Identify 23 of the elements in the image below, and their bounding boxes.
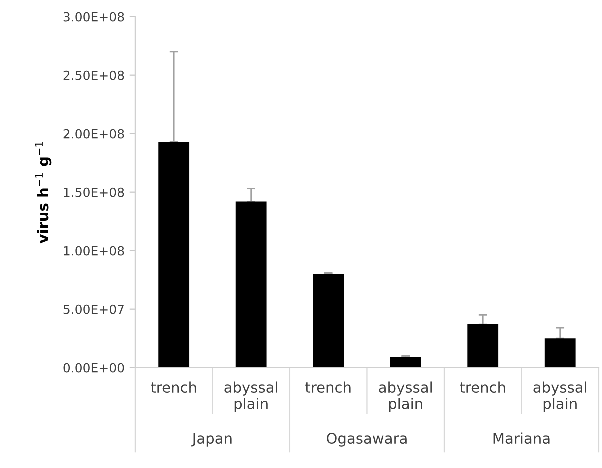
- x-tick-label: abyssal plain: [379, 382, 432, 412]
- y-tick-label: 2.50E+08: [64, 70, 124, 80]
- y-axis-title: virus h$^{−1}$ g$^{−1}$: [35, 142, 52, 244]
- y-tick-label: 1.00E+08: [64, 246, 124, 256]
- x-tick-label: abyssal plain: [534, 382, 586, 412]
- bar: [158, 142, 190, 368]
- text: Mariana: [494, 432, 550, 444]
- bar: [313, 274, 344, 368]
- x-tick-label: trench: [306, 382, 351, 394]
- bar: [236, 202, 267, 368]
- y-tick-label: 2.00E+08: [64, 129, 124, 139]
- text: Japan: [192, 433, 232, 447]
- x-tick-label: abyssal plain: [224, 382, 278, 412]
- text: Ogasawara: [327, 433, 407, 447]
- x-tick-label: trench: [151, 382, 196, 394]
- y-tick-label: 1.50E+08: [64, 188, 124, 198]
- y-tick-label: 3.00E+08: [64, 12, 124, 22]
- x-tick-label: trench: [460, 382, 506, 394]
- y-tick-label: 0.00E+00: [64, 363, 124, 373]
- bar: [468, 324, 499, 368]
- bar: [544, 338, 576, 368]
- y-tick-label: 5.00E+07: [64, 304, 124, 314]
- bar: [390, 357, 422, 368]
